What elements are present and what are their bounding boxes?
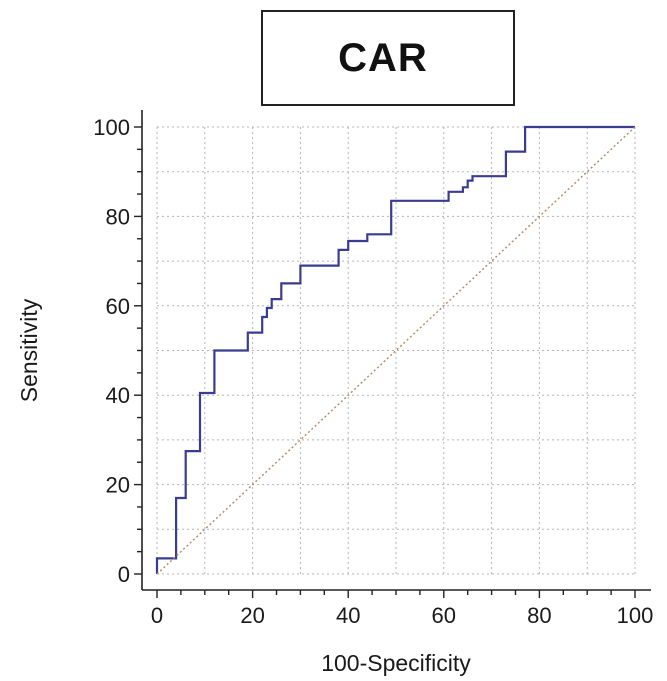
x-axis-label: 100-Specificity: [321, 650, 471, 676]
roc-curve: [155, 125, 635, 574]
axes: [134, 110, 651, 598]
y-tick-label: 20: [106, 473, 130, 498]
x-tick-label: 80: [527, 603, 551, 628]
series-layer: [155, 125, 636, 575]
y-tick-label: 0: [118, 562, 130, 587]
y-tick-label: 60: [106, 294, 130, 319]
y-axis-label: Sensitivity: [16, 298, 42, 402]
x-tick-label: 20: [240, 603, 264, 628]
chart-title-box: CAR: [261, 10, 515, 106]
y-tick-label: 100: [93, 115, 130, 140]
chart-title: CAR: [338, 35, 428, 80]
y-tick-label: 40: [106, 383, 130, 408]
x-tick-label: 60: [432, 603, 456, 628]
tick-labels: 0 20 40 60 80 100 0 20 40 60 80 100: [93, 115, 653, 628]
x-tick-label: 0: [151, 603, 163, 628]
x-tick-label: 40: [336, 603, 360, 628]
x-tick-label: 100: [617, 603, 654, 628]
y-tick-label: 80: [106, 204, 130, 229]
reference-diagonal-line: [156, 126, 636, 575]
